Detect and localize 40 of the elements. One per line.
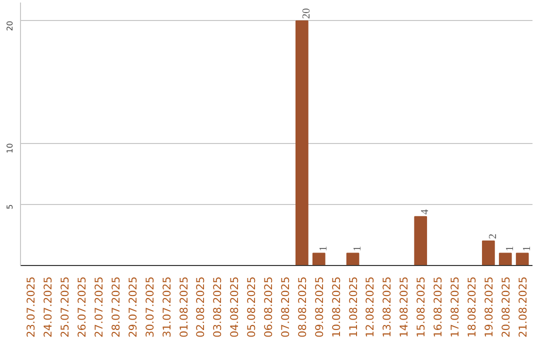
x-tick-label: 24.07.2025 (42, 276, 55, 338)
data-label: 1 (318, 246, 330, 252)
data-label: 1 (522, 246, 533, 252)
data-label: 20 (301, 8, 312, 19)
data-label: 1 (504, 246, 516, 252)
x-tick-label: 03.08.2025 (211, 276, 224, 338)
x-tick-label: 06.08.2025 (262, 276, 276, 338)
x-tick-label: 17.08.2025 (448, 276, 462, 338)
x-tick-label: 20.08.2025 (499, 276, 512, 338)
x-tick-label: 05.08.2025 (245, 276, 258, 338)
x-tick-label: 09.08.2025 (312, 276, 326, 338)
x-tick-label: 14.08.2025 (398, 276, 411, 338)
x-tick-label: 15.08.2025 (414, 276, 428, 338)
x-tick-label: 30.07.2025 (143, 276, 156, 338)
x-tick-label: 01.08.2025 (177, 276, 190, 338)
x-tick-label: 07.08.2025 (278, 276, 292, 338)
y-tick-label: 5 (6, 204, 14, 210)
x-tick-label: 18.08.2025 (465, 276, 478, 338)
data-label: 1 (352, 246, 364, 252)
x-tick-label: 31.07.2025 (160, 276, 174, 338)
data-label: 4 (420, 208, 432, 215)
x-tick-label: 19.08.2025 (482, 276, 496, 338)
x-tick-label: 08.08.2025 (296, 276, 309, 338)
y-tick-label: 20 (6, 20, 14, 32)
x-tick-label: 13.08.2025 (380, 276, 394, 338)
x-tick-label: 21.08.2025 (516, 276, 530, 338)
x-tick-label: 12.08.2025 (364, 276, 377, 338)
x-tick-label: 29.07.2025 (126, 276, 140, 338)
x-tick-label: 10.08.2025 (330, 276, 343, 338)
x-tick-label: 26.07.2025 (76, 276, 89, 338)
x-tick-label: 11.08.2025 (346, 276, 360, 338)
x-tick-label: 02.08.2025 (194, 276, 208, 338)
x-tick-label: 25.07.2025 (58, 276, 72, 338)
x-tick-label: 28.07.2025 (109, 276, 122, 338)
x-tick-label: 16.08.2025 (432, 276, 445, 338)
x-tick-label: 04.08.2025 (228, 276, 242, 338)
y-tick-label: 10 (6, 143, 14, 154)
data-label: 2 (488, 234, 499, 240)
x-tick-label: 27.07.2025 (92, 276, 106, 338)
x-tick-label: 23.07.2025 (24, 276, 38, 338)
